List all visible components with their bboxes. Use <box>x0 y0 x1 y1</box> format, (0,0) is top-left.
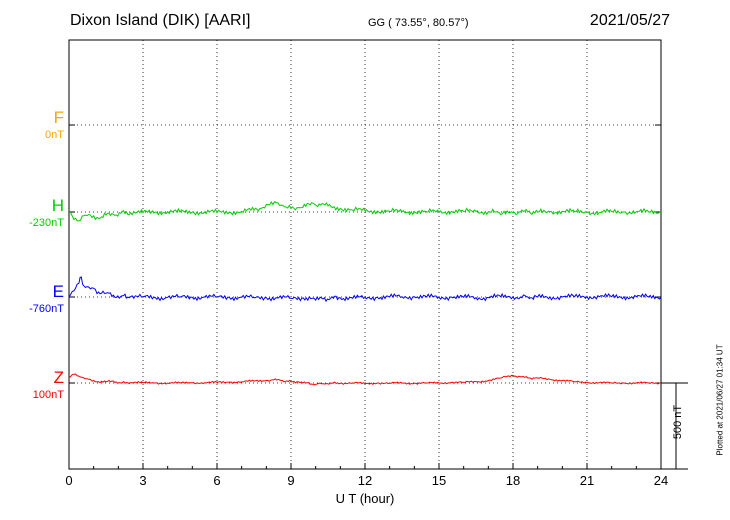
x-tick-label: 21 <box>579 473 595 488</box>
channel-e-label: E <box>52 282 64 301</box>
x-tick-label: 3 <box>139 473 147 488</box>
channel-h: H -230nT <box>29 196 64 229</box>
x-tick-label: 12 <box>357 473 373 488</box>
x-tick-label: 24 <box>653 473 669 488</box>
channel-h-label: H <box>51 196 64 215</box>
channel-e-baseline: -760nT <box>29 303 64 315</box>
channel-e: E -760nT <box>29 282 64 315</box>
x-tick-label: 15 <box>431 473 447 488</box>
geographic-coordinates: GG ( 73.55°, 80.57°) <box>368 17 469 29</box>
channel-f: F 0nT <box>45 108 64 141</box>
station-title: Dixon Island (DIK) [AARI] <box>70 12 251 29</box>
series-line-h <box>68 201 662 222</box>
date-label: 2021/05/27 <box>589 12 670 29</box>
x-tick-label: 6 <box>213 473 221 488</box>
plotted-timestamp: Plotted at 2021/06/27 01:34 UT <box>715 344 725 456</box>
x-tick-label: 18 <box>505 473 521 488</box>
x-tick-label: 0 <box>65 473 73 488</box>
channel-z-label: Z <box>53 368 64 387</box>
x-axis-label: U T (hour) <box>335 491 395 506</box>
channel-z-baseline: 100nT <box>32 389 64 401</box>
series-line-z <box>68 373 662 386</box>
scale-bar-label: 500 nT <box>672 404 684 440</box>
channel-f-label: F <box>53 108 64 127</box>
channel-f-baseline: 0nT <box>45 129 64 141</box>
x-tick-label: 9 <box>287 473 295 488</box>
series-line-e <box>68 276 662 303</box>
channel-z: Z 100nT <box>33 368 64 401</box>
channel-h-baseline: -230nT <box>29 217 64 229</box>
